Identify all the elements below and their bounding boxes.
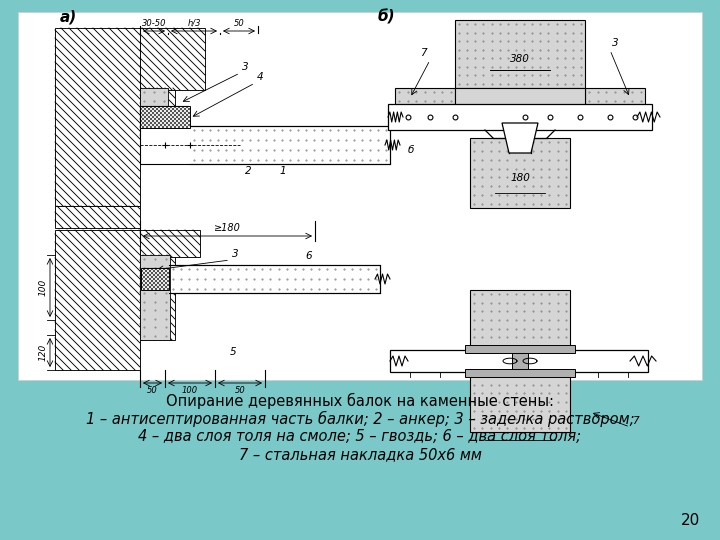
Bar [388, 104, 652, 130]
Bar [470, 138, 570, 208]
Bar [585, 88, 645, 123]
Text: 120: 120 [39, 344, 48, 361]
Text: 3: 3 [242, 62, 248, 72]
Text: 7 – стальная накладка 50х6 мм: 7 – стальная накладка 50х6 мм [238, 447, 482, 462]
Text: б: б [408, 145, 415, 155]
Bar [140, 230, 200, 257]
Bar [512, 353, 528, 374]
Text: 180: 180 [510, 173, 530, 183]
Bar [190, 126, 390, 164]
Text: 4 – два слоя толя на смоле; 5 – гвоздь; 6 – два слоя толя;: 4 – два слоя толя на смоле; 5 – гвоздь; … [138, 429, 582, 444]
Bar [140, 28, 205, 90]
Text: 50: 50 [147, 386, 158, 395]
Bar [18, 12, 702, 380]
Bar [140, 255, 175, 340]
Text: 50: 50 [235, 386, 246, 395]
Bar [169, 265, 380, 293]
Bar [470, 372, 570, 432]
Text: 380: 380 [510, 54, 530, 64]
Text: 6: 6 [305, 251, 312, 261]
Text: 1 – антисептированная часть балки; 2 – анкер; 3 – заделка раствором;: 1 – антисептированная часть балки; 2 – а… [86, 411, 634, 427]
Text: 3: 3 [612, 38, 618, 48]
Text: ≥180: ≥180 [214, 223, 241, 233]
Text: 100: 100 [39, 279, 48, 296]
Text: 1: 1 [280, 166, 287, 176]
Bar [55, 230, 140, 370]
Text: Опирание деревянных балок на каменные стены:: Опирание деревянных балок на каменные ст… [166, 393, 554, 409]
Polygon shape [502, 123, 538, 153]
Bar [455, 20, 585, 88]
Text: 30-50: 30-50 [142, 19, 166, 28]
Bar [465, 369, 575, 377]
Text: 20: 20 [680, 513, 700, 528]
Bar [395, 88, 455, 123]
Text: 50: 50 [233, 19, 244, 28]
Bar [140, 126, 390, 164]
Text: 7: 7 [632, 416, 639, 426]
Bar [55, 206, 140, 228]
Text: а): а) [60, 10, 77, 25]
Text: h/3: h/3 [187, 19, 201, 28]
Bar [140, 265, 380, 293]
Bar [140, 255, 170, 340]
Text: 7: 7 [420, 48, 427, 58]
Text: б): б) [378, 10, 395, 25]
Bar [140, 88, 175, 143]
Bar [465, 345, 575, 353]
Text: 2: 2 [245, 166, 251, 176]
Text: 4: 4 [257, 72, 264, 82]
Bar [455, 88, 585, 123]
Bar [141, 268, 169, 290]
Text: 5: 5 [230, 347, 237, 357]
Bar [390, 350, 648, 372]
Text: 3: 3 [232, 249, 238, 259]
Bar [140, 88, 168, 143]
Bar [140, 106, 190, 128]
Text: 100: 100 [182, 386, 198, 395]
Bar [55, 28, 140, 206]
Bar [470, 290, 570, 350]
